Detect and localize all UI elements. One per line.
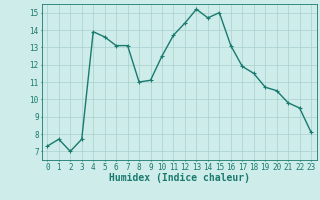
X-axis label: Humidex (Indice chaleur): Humidex (Indice chaleur) [109,173,250,183]
